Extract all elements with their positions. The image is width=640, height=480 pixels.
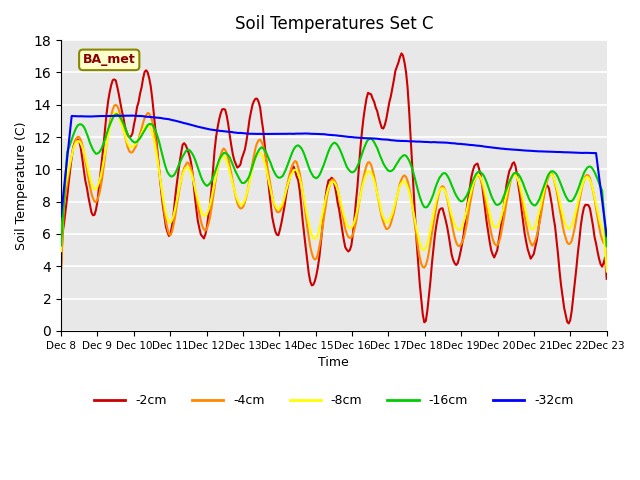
Title: Soil Temperatures Set C: Soil Temperatures Set C [235,15,433,33]
Text: BA_met: BA_met [83,53,136,66]
Y-axis label: Soil Temperature (C): Soil Temperature (C) [15,121,28,250]
Legend: -2cm, -4cm, -8cm, -16cm, -32cm: -2cm, -4cm, -8cm, -16cm, -32cm [89,389,579,412]
X-axis label: Time: Time [319,356,349,369]
